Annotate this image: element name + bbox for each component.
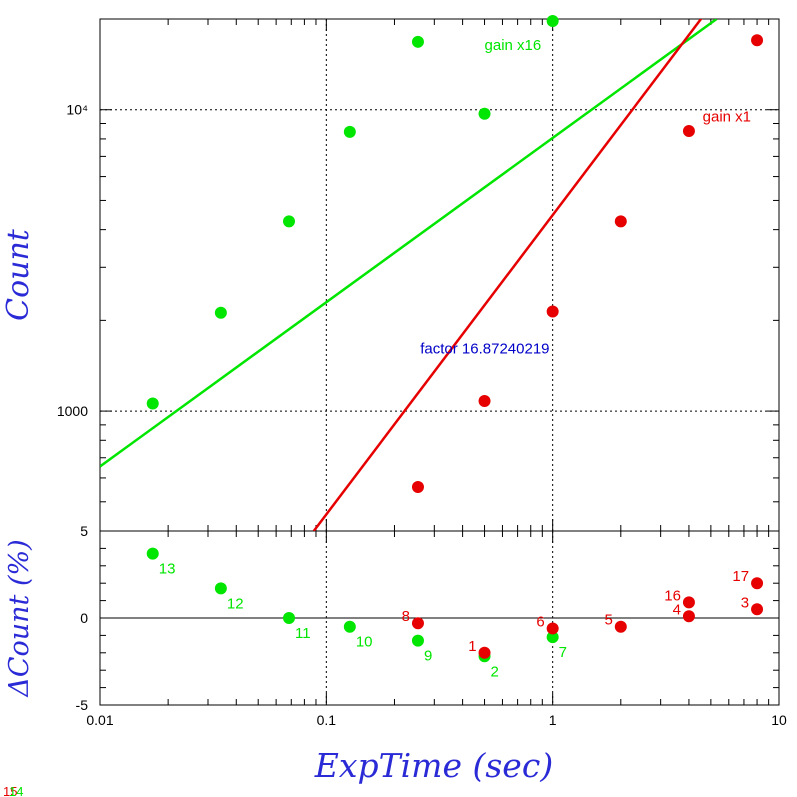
point-label: 4 [673, 601, 681, 618]
point-label: 9 [424, 648, 432, 665]
data-point [411, 35, 424, 48]
data-point [411, 480, 424, 493]
point-label: 11 [295, 625, 311, 642]
data-point [546, 305, 559, 318]
data-point [546, 14, 559, 27]
y-axis-title-top: Count [1, 228, 36, 321]
x-tick-label: 0.01 [86, 712, 113, 728]
residual-point [214, 582, 227, 595]
residual-point [682, 596, 695, 609]
point-label: 8 [402, 608, 410, 625]
residual-point [546, 622, 559, 635]
point-label: 12 [227, 595, 244, 612]
point-label: 16 [664, 587, 681, 604]
x-tick-label: 10 [771, 712, 787, 728]
data-point [614, 215, 627, 228]
fit-line [100, 19, 718, 468]
series-label: gain x16 [485, 37, 542, 54]
series-label: gain x1 [703, 108, 751, 125]
point-label: 6 [536, 613, 544, 630]
footer-tag-red: 15 [3, 784, 17, 797]
y-tick-label: 0 [80, 610, 88, 626]
axis-tick-labels: 0.01 0.1 1 10 1000 10⁴ 5 0 -5 [57, 102, 787, 728]
y-tick-label: 10⁴ [66, 102, 88, 118]
point-label: 3 [741, 594, 749, 611]
data-point [343, 125, 356, 138]
residual-point [343, 620, 356, 633]
x-axis-title: ExpTime (sec) [314, 746, 553, 785]
x-tick-label: 1 [549, 712, 557, 728]
point-label: 17 [732, 568, 749, 585]
residual-point [546, 631, 559, 644]
point-label: 5 [604, 612, 612, 629]
data-point [283, 215, 296, 228]
footer-tag-green: 14 [9, 784, 23, 797]
top-panel-frame [99, 18, 780, 532]
y-axis-title-bottom: ΔCount (%) [4, 539, 35, 697]
fit-lines [100, 19, 718, 531]
factor-annotation: factor 16.87240219 [420, 341, 549, 358]
y-tick-label: -5 [76, 697, 89, 713]
data-point [478, 395, 491, 408]
data-point [146, 397, 159, 410]
point-label: 10 [356, 634, 373, 651]
point-label: 1 [468, 638, 476, 655]
residual-point [146, 547, 159, 560]
top-panel-points [146, 14, 764, 493]
residual-point [682, 610, 695, 623]
data-point [682, 124, 695, 137]
fit-line [312, 19, 703, 531]
point-label: 7 [559, 644, 567, 661]
bottom-panel-points [146, 547, 764, 663]
residual-point [478, 646, 491, 659]
residual-point [614, 620, 627, 633]
x-tick-label: 0.1 [317, 712, 337, 728]
residual-point [411, 617, 424, 630]
residual-point [411, 634, 424, 647]
data-point [214, 306, 227, 319]
point-label: 2 [491, 663, 499, 680]
y-tick-label: 1000 [57, 403, 88, 419]
point-label: 13 [159, 561, 176, 578]
top-panel-grid [100, 19, 779, 531]
residual-point [283, 612, 296, 624]
data-point [478, 107, 491, 120]
axis-ticks [100, 18, 779, 706]
residual-point [751, 603, 764, 616]
data-point [751, 34, 764, 47]
y-tick-label: 5 [80, 523, 88, 539]
residual-point [751, 577, 764, 590]
